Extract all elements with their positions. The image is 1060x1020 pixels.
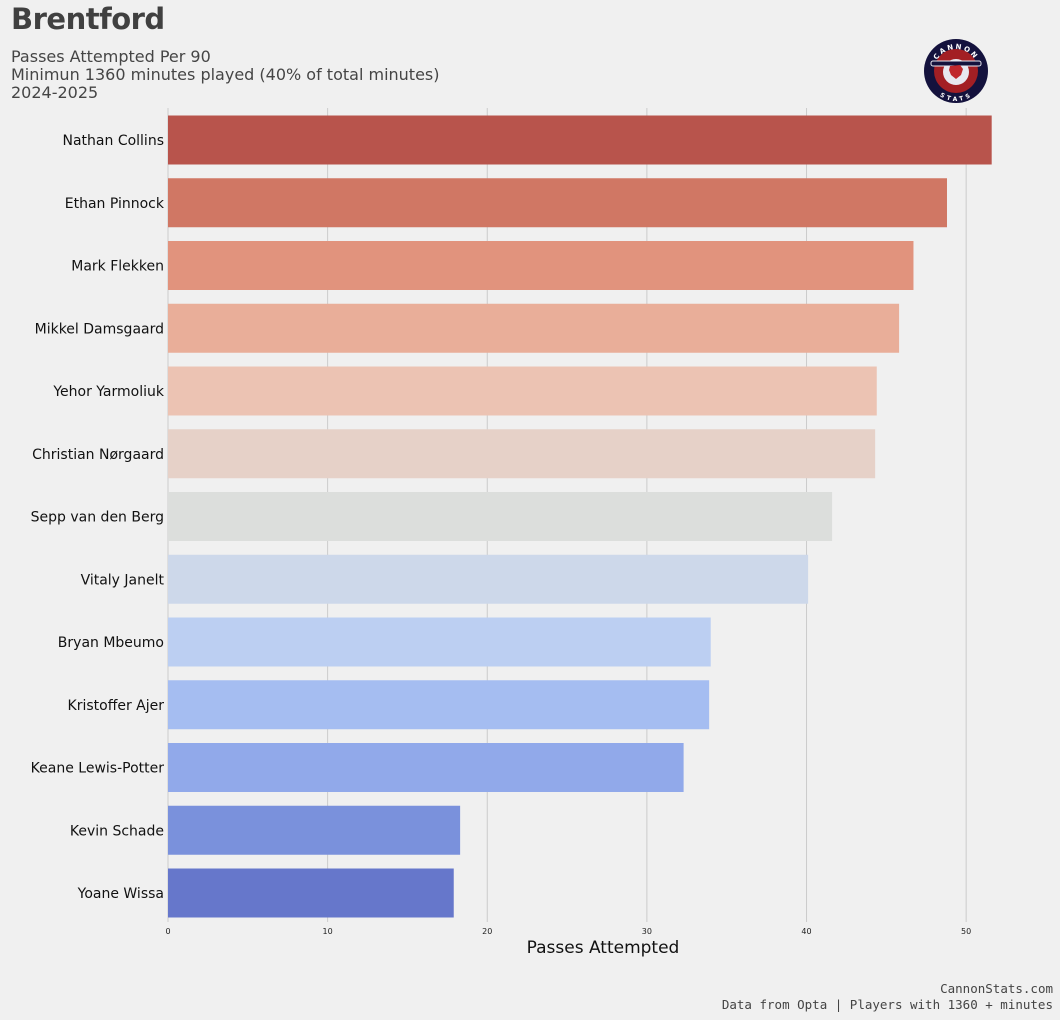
bar: [168, 366, 877, 416]
bar: [168, 303, 900, 353]
bar: [168, 115, 992, 165]
x-tick-label: 40: [801, 927, 811, 936]
x-tick-label: 50: [961, 927, 971, 936]
subtitle-minimum: Minimun 1360 minutes played (40% of tota…: [11, 65, 440, 84]
x-tick-label: 10: [323, 927, 333, 936]
subtitle-season: 2024-2025: [11, 83, 99, 102]
logo-bottom-text: STATS: [939, 92, 974, 103]
y-tick-label: Vitaly Janelt: [81, 572, 165, 588]
y-tick-label: Keane Lewis-Potter: [31, 761, 165, 777]
y-tick-label: Yehor Yarmoliuk: [52, 384, 165, 400]
cannon-stats-logo: CANNON STATS: [924, 39, 988, 103]
y-tick-label: Kristoffer Ajer: [68, 698, 165, 714]
y-tick-label: Bryan Mbeumo: [58, 635, 164, 651]
bar: [168, 680, 710, 730]
footer-source: Data from Opta | Players with 1360 + min…: [721, 997, 1053, 1012]
bar: [168, 178, 947, 228]
bar: [168, 617, 711, 667]
y-tick-label: Christian Nørgaard: [32, 447, 164, 463]
bar: [168, 554, 809, 604]
y-tick-label: Mark Flekken: [71, 259, 164, 275]
bars: [168, 115, 992, 918]
bar: [168, 429, 876, 479]
y-tick-label: Kevin Schade: [70, 823, 164, 839]
x-axis-title: Passes Attempted: [527, 938, 680, 958]
y-tick-label: Mikkel Damsgaard: [35, 321, 164, 337]
x-tick-label: 0: [165, 927, 170, 936]
y-tick-label: Yoane Wissa: [77, 886, 164, 902]
bar: [168, 868, 454, 918]
bar: [168, 492, 833, 541]
subtitle-block: Passes Attempted Per 90 Minimun 1360 min…: [11, 48, 439, 102]
bar: [168, 241, 914, 290]
x-axis-ticks: 0 10 20 30 40 50: [165, 927, 971, 936]
x-tick-label: 20: [482, 927, 492, 936]
subtitle-metric: Passes Attempted Per 90: [11, 47, 211, 66]
y-tick-label: Sepp van den Berg: [31, 510, 164, 526]
logo-shield-shape: [949, 65, 963, 79]
bar: [168, 805, 461, 855]
x-tick-label: 30: [642, 927, 652, 936]
y-tick-label: Ethan Pinnock: [65, 196, 165, 212]
footer: CannonStats.com Data from Opta | Players…: [722, 981, 1053, 1013]
y-tick-label: Nathan Collins: [63, 133, 165, 149]
page-title: Brentford: [11, 2, 165, 36]
bar: [168, 743, 684, 792]
footer-site: CannonStats.com: [940, 981, 1053, 996]
y-axis-labels: Nathan Collins Ethan Pinnock Mark Flekken M…: [31, 133, 165, 902]
